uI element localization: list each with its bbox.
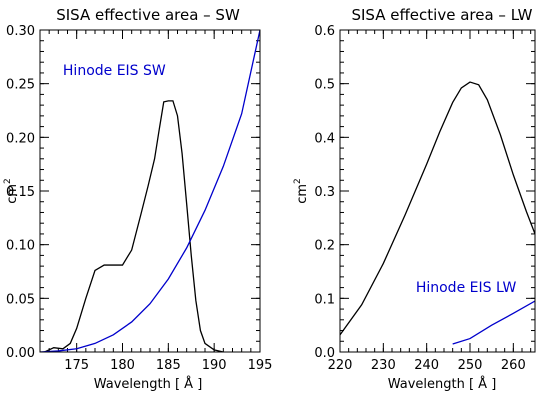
chart-lw-y-tick-label: 0.4 — [314, 131, 335, 146]
chart-lw-x-tick-label: 250 — [458, 358, 483, 373]
chart-lw-title: SISA effective area – LW — [351, 6, 532, 24]
chart-lw-y-tick-label: 0.0 — [314, 346, 335, 361]
chart-lw-y-tick-label: 0.6 — [314, 24, 335, 39]
chart-sw-y-tick-label: 0.00 — [6, 346, 35, 361]
chart-sw-series-line-sisa — [44, 100, 224, 352]
chart-sw-x-tick-label: 185 — [156, 358, 181, 373]
chart-lw-x-tick-label: 220 — [328, 358, 353, 373]
chart-lw-y-tick-label: 0.3 — [314, 185, 335, 200]
chart-sw-frame — [39, 29, 261, 353]
chart-lw-x-tick-label: 240 — [414, 358, 439, 373]
chart-lw-x-tick-label: 230 — [371, 358, 396, 373]
chart-lw-series-line-eis — [452, 300, 535, 345]
chart-lw-plot-area: 220 230 240 250 260 0.0 0.1 0.2 0.3 0.4 0.5 0.6 Hino… — [314, 24, 536, 373]
chart-lw-y-tick-label: 0.2 — [314, 239, 335, 254]
chart-sw-series-line-eis — [40, 30, 260, 352]
chart-lw-xlabel: Wavelength [ Å ] — [388, 376, 497, 392]
chart-lw-series-line-sisa — [340, 81, 535, 336]
chart-sw-y-tick-label: 0.10 — [6, 239, 35, 254]
chart-sw-ylabel-base: cm — [5, 184, 20, 204]
chart-lw: SISA effective area – LW Wavelength [ Å … — [293, 6, 536, 392]
chart-sw-x-tick-label: 175 — [64, 358, 89, 373]
chart-sw-y-tick-label: 0.15 — [6, 185, 35, 200]
chart-sw-plot-area: 175 180 185 190 195 0.00 0.05 0.10 0.15 0.20 0.25 0… — [6, 24, 272, 373]
chart-sw-y-tick-label: 0.20 — [6, 131, 35, 146]
chart-sw-ylabel: cm2 — [3, 178, 20, 204]
chart-lw-annotation: Hinode EIS LW — [416, 280, 517, 296]
chart-sw-x-tick-label: 195 — [248, 358, 273, 373]
chart-sw-ylabel-exp: 2 — [3, 178, 13, 184]
chart-lw-x-tick-label: 260 — [501, 358, 526, 373]
chart-lw-frame — [339, 29, 536, 353]
chart-sw-xlabel: Wavelength [ Å ] — [94, 376, 203, 392]
chart-lw-y-tick-label: 0.1 — [314, 292, 335, 307]
chart-lw-ylabel-base: cm — [295, 184, 310, 204]
chart-sw-x-tick-label: 180 — [110, 358, 135, 373]
chart-sw-title: SISA effective area – SW — [56, 6, 240, 24]
chart-sw-x-tick-label: 190 — [202, 358, 227, 373]
chart-lw-y-tick-label: 0.5 — [314, 78, 335, 93]
chart-lw-ylabel-exp: 2 — [293, 178, 303, 184]
chart-sw-y-tick-label: 0.05 — [6, 292, 35, 307]
chart-sw-annotation: Hinode EIS SW — [63, 63, 166, 79]
chart-lw-ylabel: cm2 — [293, 178, 310, 204]
chart-sw-y-tick-label: 0.25 — [6, 78, 35, 93]
chart-sw: SISA effective area – SW Wavelength [ Å … — [3, 6, 272, 392]
chart-sw-y-tick-label: 0.30 — [6, 24, 35, 39]
